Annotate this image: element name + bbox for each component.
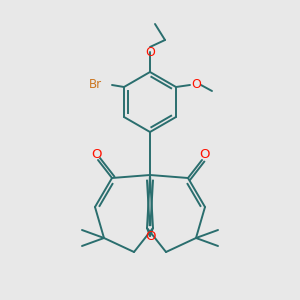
Text: O: O	[145, 46, 155, 59]
Text: O: O	[199, 148, 209, 160]
Text: O: O	[191, 79, 201, 92]
Text: O: O	[91, 148, 101, 160]
Text: O: O	[145, 230, 155, 244]
Text: Br: Br	[89, 79, 102, 92]
